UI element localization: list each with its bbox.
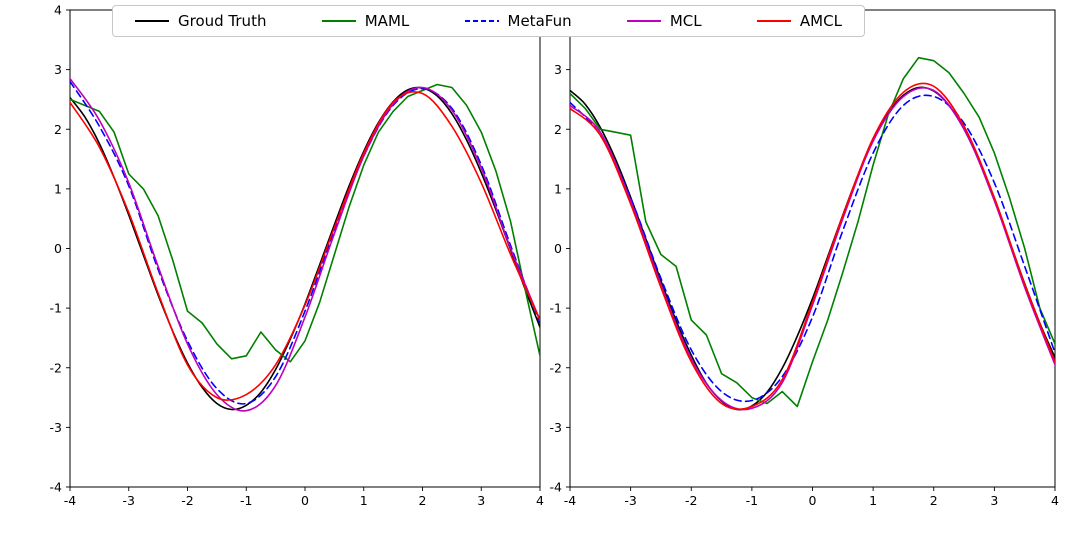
series-line-amcl xyxy=(70,91,540,402)
y-tick-label: 3 xyxy=(54,62,62,77)
axes-frame xyxy=(569,9,1056,488)
legend-line-sample-icon xyxy=(321,20,356,22)
series-line-mcl xyxy=(570,86,1055,411)
x-tick-label: -2 xyxy=(685,493,697,508)
series-line-maml xyxy=(570,56,1055,408)
y-tick-label: -2 xyxy=(50,360,62,375)
series-line-maml xyxy=(70,83,540,363)
y-tick-label: -4 xyxy=(50,480,63,495)
y-tick-label: -2 xyxy=(550,360,562,375)
x-tick-label: 2 xyxy=(930,493,938,508)
x-tick-label: -4 xyxy=(64,493,77,508)
x-tick-label: -3 xyxy=(624,493,636,508)
y-tick-label: 2 xyxy=(54,122,62,137)
y-tick-label: 1 xyxy=(554,181,562,196)
legend-line-sample-icon xyxy=(756,20,791,22)
legend-label: MAML xyxy=(364,12,410,30)
x-tick-label: 2 xyxy=(419,493,427,508)
legend-line-sample-icon xyxy=(626,20,661,22)
x-tick-label: -1 xyxy=(240,493,252,508)
y-tick-label: 1 xyxy=(54,181,62,196)
x-tick-label: 1 xyxy=(869,493,877,508)
y-tick-label: -4 xyxy=(550,480,563,495)
y-tick-label: 2 xyxy=(554,122,562,137)
x-tick-label: -2 xyxy=(181,493,193,508)
legend-item-groud-truth: Groud Truth xyxy=(135,12,266,30)
y-tick-label: -1 xyxy=(550,301,562,316)
y-tick-label: -1 xyxy=(50,301,62,316)
x-tick-label: 0 xyxy=(301,493,309,508)
y-tick-label: 0 xyxy=(54,241,62,256)
x-tick-label: -4 xyxy=(564,493,577,508)
x-tick-label: 4 xyxy=(1051,493,1059,508)
x-tick-label: 1 xyxy=(360,493,368,508)
series-line-groud-truth xyxy=(70,86,540,411)
x-tick-label: 3 xyxy=(477,493,485,508)
series-line-metafun xyxy=(570,94,1055,403)
y-tick-label: 0 xyxy=(554,241,562,256)
y-tick-label: -3 xyxy=(50,420,62,435)
series-line-amcl xyxy=(570,82,1055,411)
x-tick-label: -1 xyxy=(746,493,758,508)
legend-label: Groud Truth xyxy=(178,12,267,30)
legend-line-sample-icon xyxy=(135,20,169,22)
legend-label: AMCL xyxy=(799,12,842,30)
y-tick-label: 3 xyxy=(554,62,562,77)
y-tick-label: 4 xyxy=(54,3,62,18)
x-tick-label: 0 xyxy=(809,493,817,508)
legend-item-metafun: MetaFun xyxy=(464,12,572,30)
series-line-mcl xyxy=(70,77,540,412)
x-tick-label: 4 xyxy=(536,493,544,508)
legend-item-maml: MAML xyxy=(321,12,410,30)
legend: Groud Truth MAML MetaFun MCL AMCL xyxy=(112,5,865,37)
series-line-metafun xyxy=(70,80,540,405)
y-tick-label: -3 xyxy=(550,420,562,435)
legend-item-amcl: AMCL xyxy=(756,12,842,30)
legend-label: MCL xyxy=(669,12,702,30)
legend-label: MetaFun xyxy=(507,12,572,30)
subplot-1: -4 -3 -2 -1 0 1 2 3 4 -4 -3 -2 -1 0 1 2 3 4 xyxy=(50,3,544,509)
legend-item-mcl: MCL xyxy=(626,12,702,30)
x-tick-label: 3 xyxy=(990,493,998,508)
x-tick-label: -3 xyxy=(123,493,135,508)
legend-line-sample-icon xyxy=(464,20,499,22)
